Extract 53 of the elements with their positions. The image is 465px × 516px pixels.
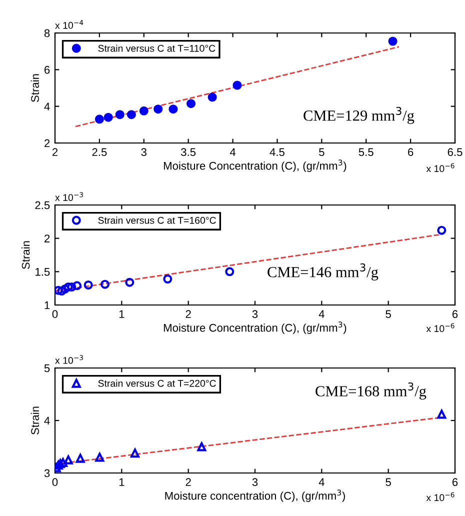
y-tick-label: 5 bbox=[44, 364, 50, 372]
legend-label: Strain versus C at T=160°C bbox=[98, 216, 216, 224]
y-tick-label: 6 bbox=[44, 66, 50, 74]
legend-label: Strain versus C at T=220°C bbox=[98, 380, 216, 387]
y-tick-label: 3 bbox=[44, 469, 50, 478]
x-tick-label: 6 bbox=[452, 478, 458, 486]
y-tick-label: 2.5 bbox=[35, 201, 50, 210]
text: x 10$^{−6}$ bbox=[426, 163, 454, 172]
x-tick-label: 4 bbox=[230, 148, 236, 156]
text: x 10$^{−4}$ bbox=[55, 20, 84, 29]
x-tick-label: 2 bbox=[186, 478, 191, 486]
y-tick-label: 4 bbox=[44, 102, 50, 110]
x-tick-label: 6.5 bbox=[448, 148, 462, 156]
y-tick-label: 2 bbox=[44, 139, 50, 148]
y-tick-label: 1.5 bbox=[36, 268, 50, 276]
y-tick-label: 2 bbox=[44, 234, 50, 242]
text: x 10$^{−6}$ bbox=[426, 323, 454, 332]
text: x 10$^{−3}$ bbox=[55, 192, 83, 202]
x-tick-label: 3 bbox=[252, 310, 258, 318]
x-tick-label: 5 bbox=[319, 148, 324, 156]
x-tick-label: 0 bbox=[52, 310, 58, 318]
x-tick-label: 3 bbox=[141, 148, 146, 156]
x-tick-label: 4 bbox=[318, 310, 324, 318]
x-tick-label: 1 bbox=[119, 310, 124, 318]
x-tick-label: 2 bbox=[52, 148, 58, 156]
x-tick-label: 6 bbox=[408, 148, 414, 156]
x-tick-label: 5 bbox=[386, 478, 391, 486]
y-axis-title: Strain bbox=[30, 406, 39, 435]
x-tick-label: 6 bbox=[452, 310, 458, 318]
annotation: CME=168 mm$^{3}$/g bbox=[316, 382, 426, 400]
x-tick-label: 3 bbox=[252, 478, 258, 486]
x-axis-title: Moisture Concentration (C), (gr/mm$^{3}$) bbox=[164, 160, 346, 172]
y-tick-label: 8 bbox=[44, 29, 50, 38]
x-tick-label: 4 bbox=[318, 478, 324, 486]
x-tick-label: 1 bbox=[119, 478, 124, 486]
x-tick-label: 0 bbox=[52, 478, 58, 486]
annotation: CME=129 mm$^{3}$/g bbox=[304, 106, 414, 124]
x-tick-label: 5.5 bbox=[358, 148, 374, 156]
text: x 10$^{−6}$ bbox=[426, 492, 454, 502]
annotation: CME=146 mm$^{3}$/g bbox=[268, 263, 378, 280]
x-axis-title: Moisture concentration (C), (gr/mm$^{3}$) bbox=[165, 490, 345, 502]
text: x 10$^{−3}$ bbox=[55, 355, 83, 364]
y-axis-title: Strain bbox=[30, 74, 39, 102]
x-tick-label: 2.5 bbox=[92, 148, 107, 156]
x-tick-label: 5 bbox=[386, 310, 391, 318]
x-tick-label: 3.5 bbox=[181, 148, 196, 156]
x-tick-label: 4.5 bbox=[270, 148, 284, 156]
x-tick-label: 2 bbox=[186, 310, 191, 318]
y-axis-title: Strain bbox=[22, 241, 30, 270]
legend-label: Strain versus C at T=110°C bbox=[98, 44, 216, 52]
x-axis-title: Moisture Concentration (C), (gr/mm$^{3}$) bbox=[164, 322, 346, 334]
y-tick-label: 4 bbox=[44, 416, 50, 425]
y-tick-label: 1 bbox=[44, 301, 50, 310]
